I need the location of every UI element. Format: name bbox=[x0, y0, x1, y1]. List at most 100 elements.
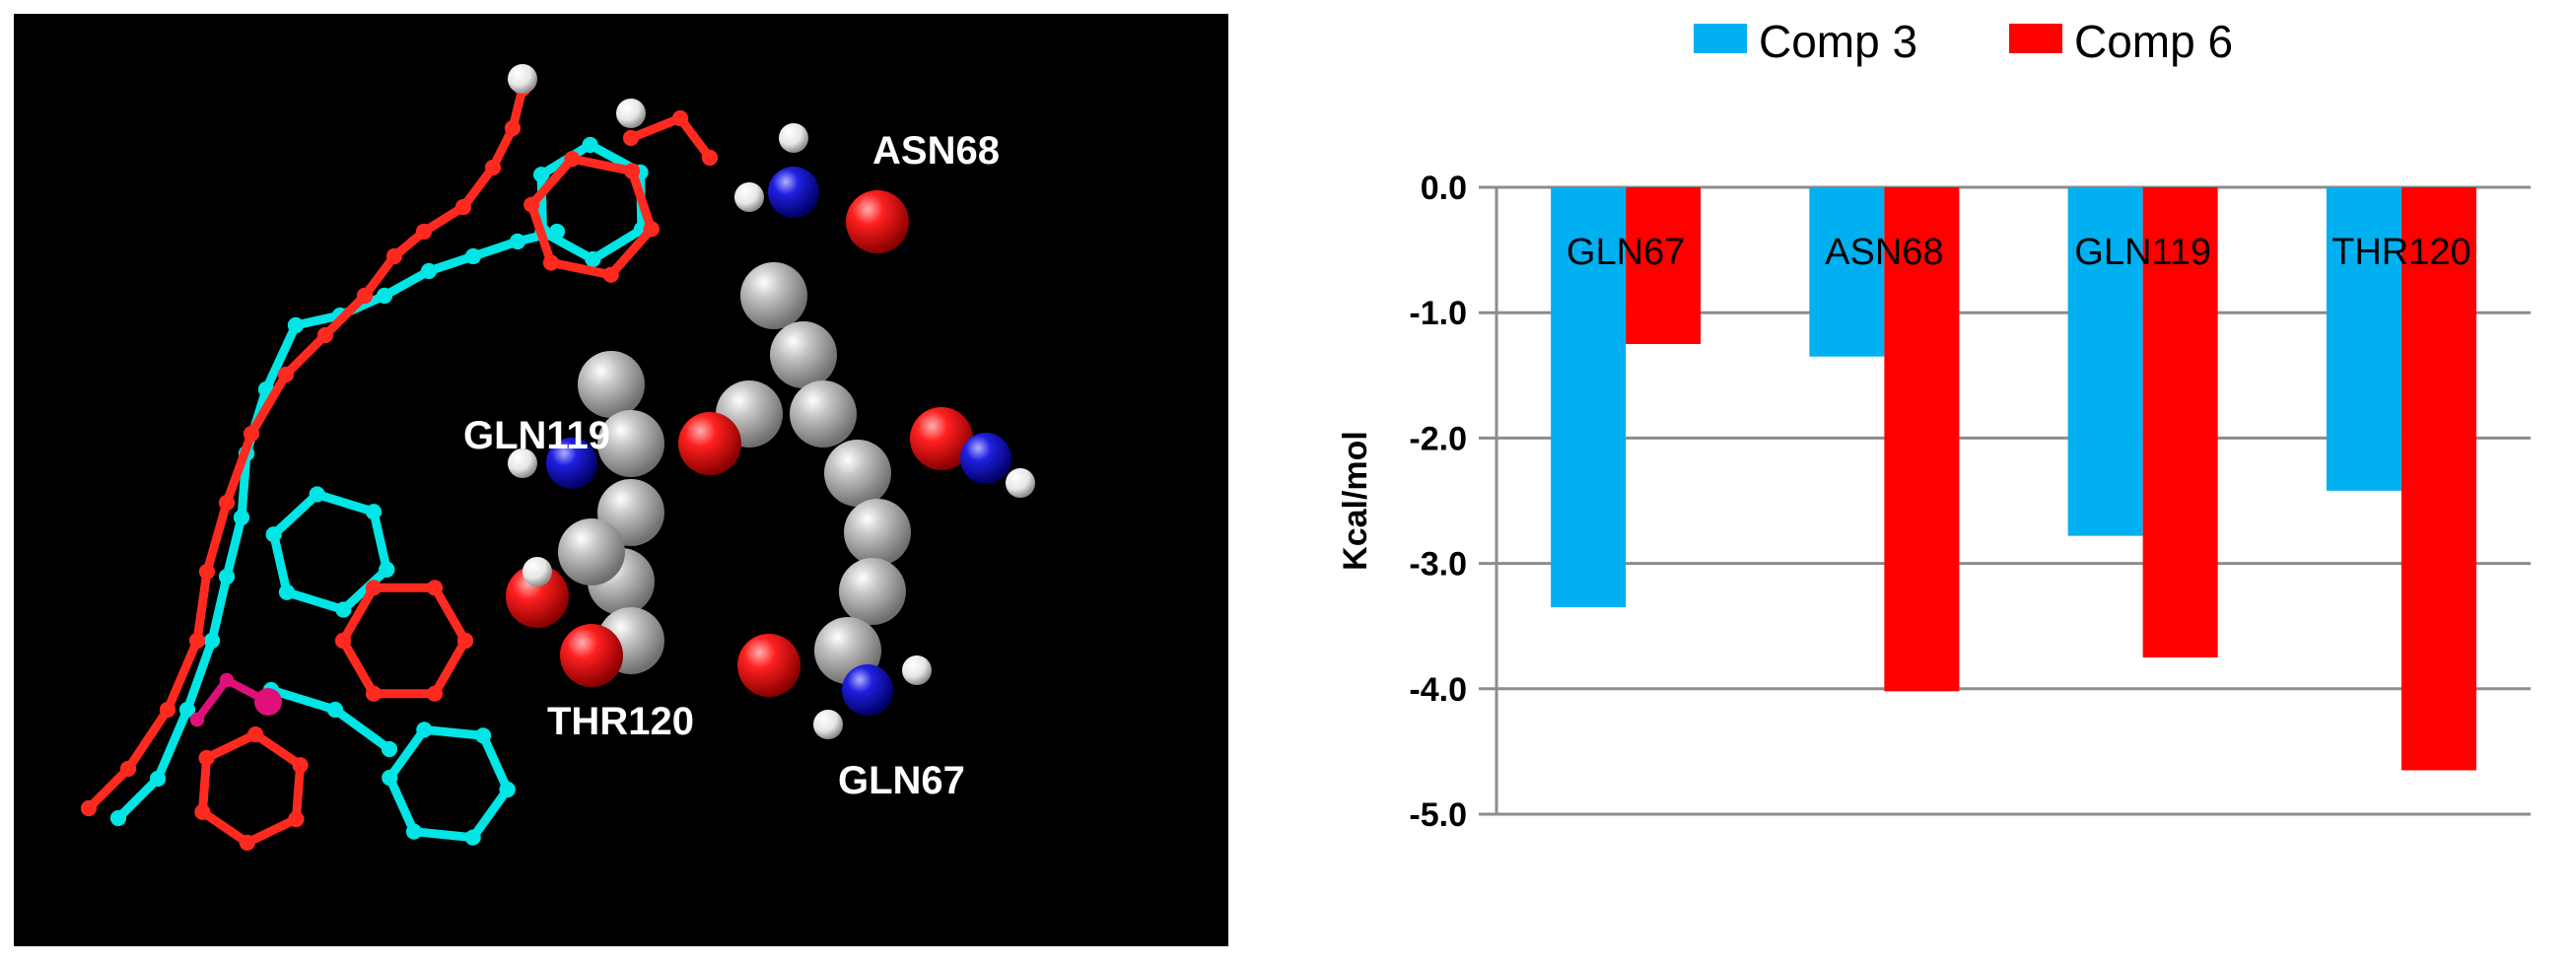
residue-atom bbox=[960, 433, 1011, 484]
atom bbox=[309, 486, 325, 503]
category-label: ASN68 bbox=[1825, 232, 1943, 273]
y-tick-label: -4.0 bbox=[1409, 671, 1467, 709]
bar-comp-3-gln67 bbox=[1551, 187, 1627, 608]
residue-atom bbox=[740, 262, 807, 329]
atom bbox=[149, 770, 167, 788]
bars bbox=[1551, 187, 2476, 771]
bar-chart: Comp 3 Comp 6 0.0 -1.0 -2.0 -3.0 -4.0 -5.0 GLN… bbox=[1337, 16, 2531, 834]
bar-comp-6-gln67 bbox=[1626, 187, 1702, 344]
atom bbox=[159, 701, 176, 719]
atom bbox=[701, 149, 719, 167]
atom bbox=[416, 722, 433, 738]
atom bbox=[335, 601, 352, 618]
atom bbox=[381, 740, 398, 758]
residue-atom bbox=[1006, 468, 1035, 498]
residue-label-asn68: ASN68 bbox=[872, 129, 1000, 172]
atom bbox=[278, 584, 296, 600]
y-tick-label: -5.0 bbox=[1409, 796, 1467, 834]
atom bbox=[484, 159, 502, 176]
atom bbox=[316, 326, 334, 344]
residue-atom bbox=[910, 407, 973, 470]
bond bbox=[84, 291, 370, 813]
atom bbox=[582, 136, 598, 154]
bar-comp-6-thr120 bbox=[2401, 187, 2476, 771]
residue-atom bbox=[508, 64, 537, 94]
residue-atom bbox=[508, 448, 537, 478]
atom bbox=[671, 109, 689, 127]
residue-atom bbox=[839, 558, 906, 625]
atom bbox=[188, 632, 206, 650]
bar-comp-6-gln119 bbox=[2142, 187, 2218, 657]
atom bbox=[382, 769, 398, 787]
atom bbox=[456, 632, 474, 650]
atom bbox=[243, 425, 260, 443]
residue-atom bbox=[560, 624, 623, 687]
atom bbox=[194, 803, 211, 820]
molecular-docking-image: ASN68 GLN119 THR120 GLN67 bbox=[0, 0, 1242, 960]
residue-atom bbox=[770, 321, 837, 388]
atom bbox=[454, 198, 472, 216]
interaction-energy-chart: Comp 3 Comp 6 0.0 -1.0 -2.0 -3.0 -4.0 -5.0 GLN… bbox=[1242, 0, 2576, 960]
residue-atom bbox=[842, 664, 893, 716]
atom bbox=[189, 712, 205, 727]
atom bbox=[365, 685, 383, 702]
atom bbox=[365, 504, 383, 520]
atom bbox=[405, 823, 423, 840]
atom bbox=[356, 287, 374, 305]
residue-atom bbox=[546, 438, 597, 489]
residue-atom bbox=[597, 410, 664, 477]
y-tick-label: -2.0 bbox=[1409, 420, 1467, 457]
atom bbox=[287, 316, 305, 334]
atom bbox=[474, 727, 492, 744]
atom bbox=[198, 563, 216, 581]
atom bbox=[265, 526, 282, 543]
atom bbox=[218, 568, 236, 586]
residue-atom bbox=[616, 99, 646, 128]
category-label: GLN119 bbox=[2074, 232, 2211, 273]
residue-atom bbox=[846, 190, 909, 253]
atom bbox=[233, 509, 250, 526]
y-tick-label: 0.0 bbox=[1421, 170, 1467, 207]
atom bbox=[178, 701, 196, 719]
gridlines bbox=[1479, 185, 2531, 816]
atom bbox=[292, 757, 309, 774]
legend-swatch bbox=[1694, 24, 1747, 53]
atom bbox=[504, 119, 522, 137]
atom bbox=[203, 632, 221, 650]
residue-label-gln67: GLN67 bbox=[838, 759, 965, 802]
category-label: THR120 bbox=[2332, 232, 2472, 273]
residue-atom bbox=[844, 499, 911, 566]
y-axis-label: Kcal/mol bbox=[1337, 431, 1374, 571]
residue-atom bbox=[522, 557, 552, 586]
atom bbox=[420, 262, 438, 280]
atom bbox=[239, 834, 255, 851]
atom bbox=[218, 494, 236, 512]
atom bbox=[464, 829, 481, 846]
atom bbox=[602, 266, 619, 283]
atom bbox=[564, 151, 581, 168]
molecule-render: ASN68 GLN119 THR120 GLN67 bbox=[14, 14, 1228, 946]
residue-atom bbox=[737, 634, 801, 697]
atom bbox=[426, 580, 444, 596]
atom bbox=[464, 247, 482, 265]
atom bbox=[109, 809, 127, 827]
bar-comp-3-gln119 bbox=[2067, 187, 2143, 536]
atom bbox=[523, 196, 540, 213]
atom bbox=[80, 799, 98, 817]
y-tick-label: -3.0 bbox=[1409, 546, 1467, 584]
category-label: GLN67 bbox=[1566, 232, 1685, 273]
atom bbox=[509, 233, 526, 250]
atom bbox=[415, 223, 433, 241]
atom bbox=[379, 561, 395, 578]
atom bbox=[119, 760, 137, 778]
atom bbox=[533, 167, 550, 183]
atom bbox=[499, 781, 516, 798]
atom bbox=[542, 254, 560, 271]
atom bbox=[288, 810, 305, 828]
legend: Comp 3 Comp 6 bbox=[1694, 16, 2233, 67]
atom bbox=[334, 632, 352, 650]
residue-atom bbox=[678, 412, 741, 475]
bar-comp-3-asn68 bbox=[1809, 187, 1885, 357]
atom bbox=[585, 250, 601, 268]
residue-atom bbox=[768, 167, 819, 218]
